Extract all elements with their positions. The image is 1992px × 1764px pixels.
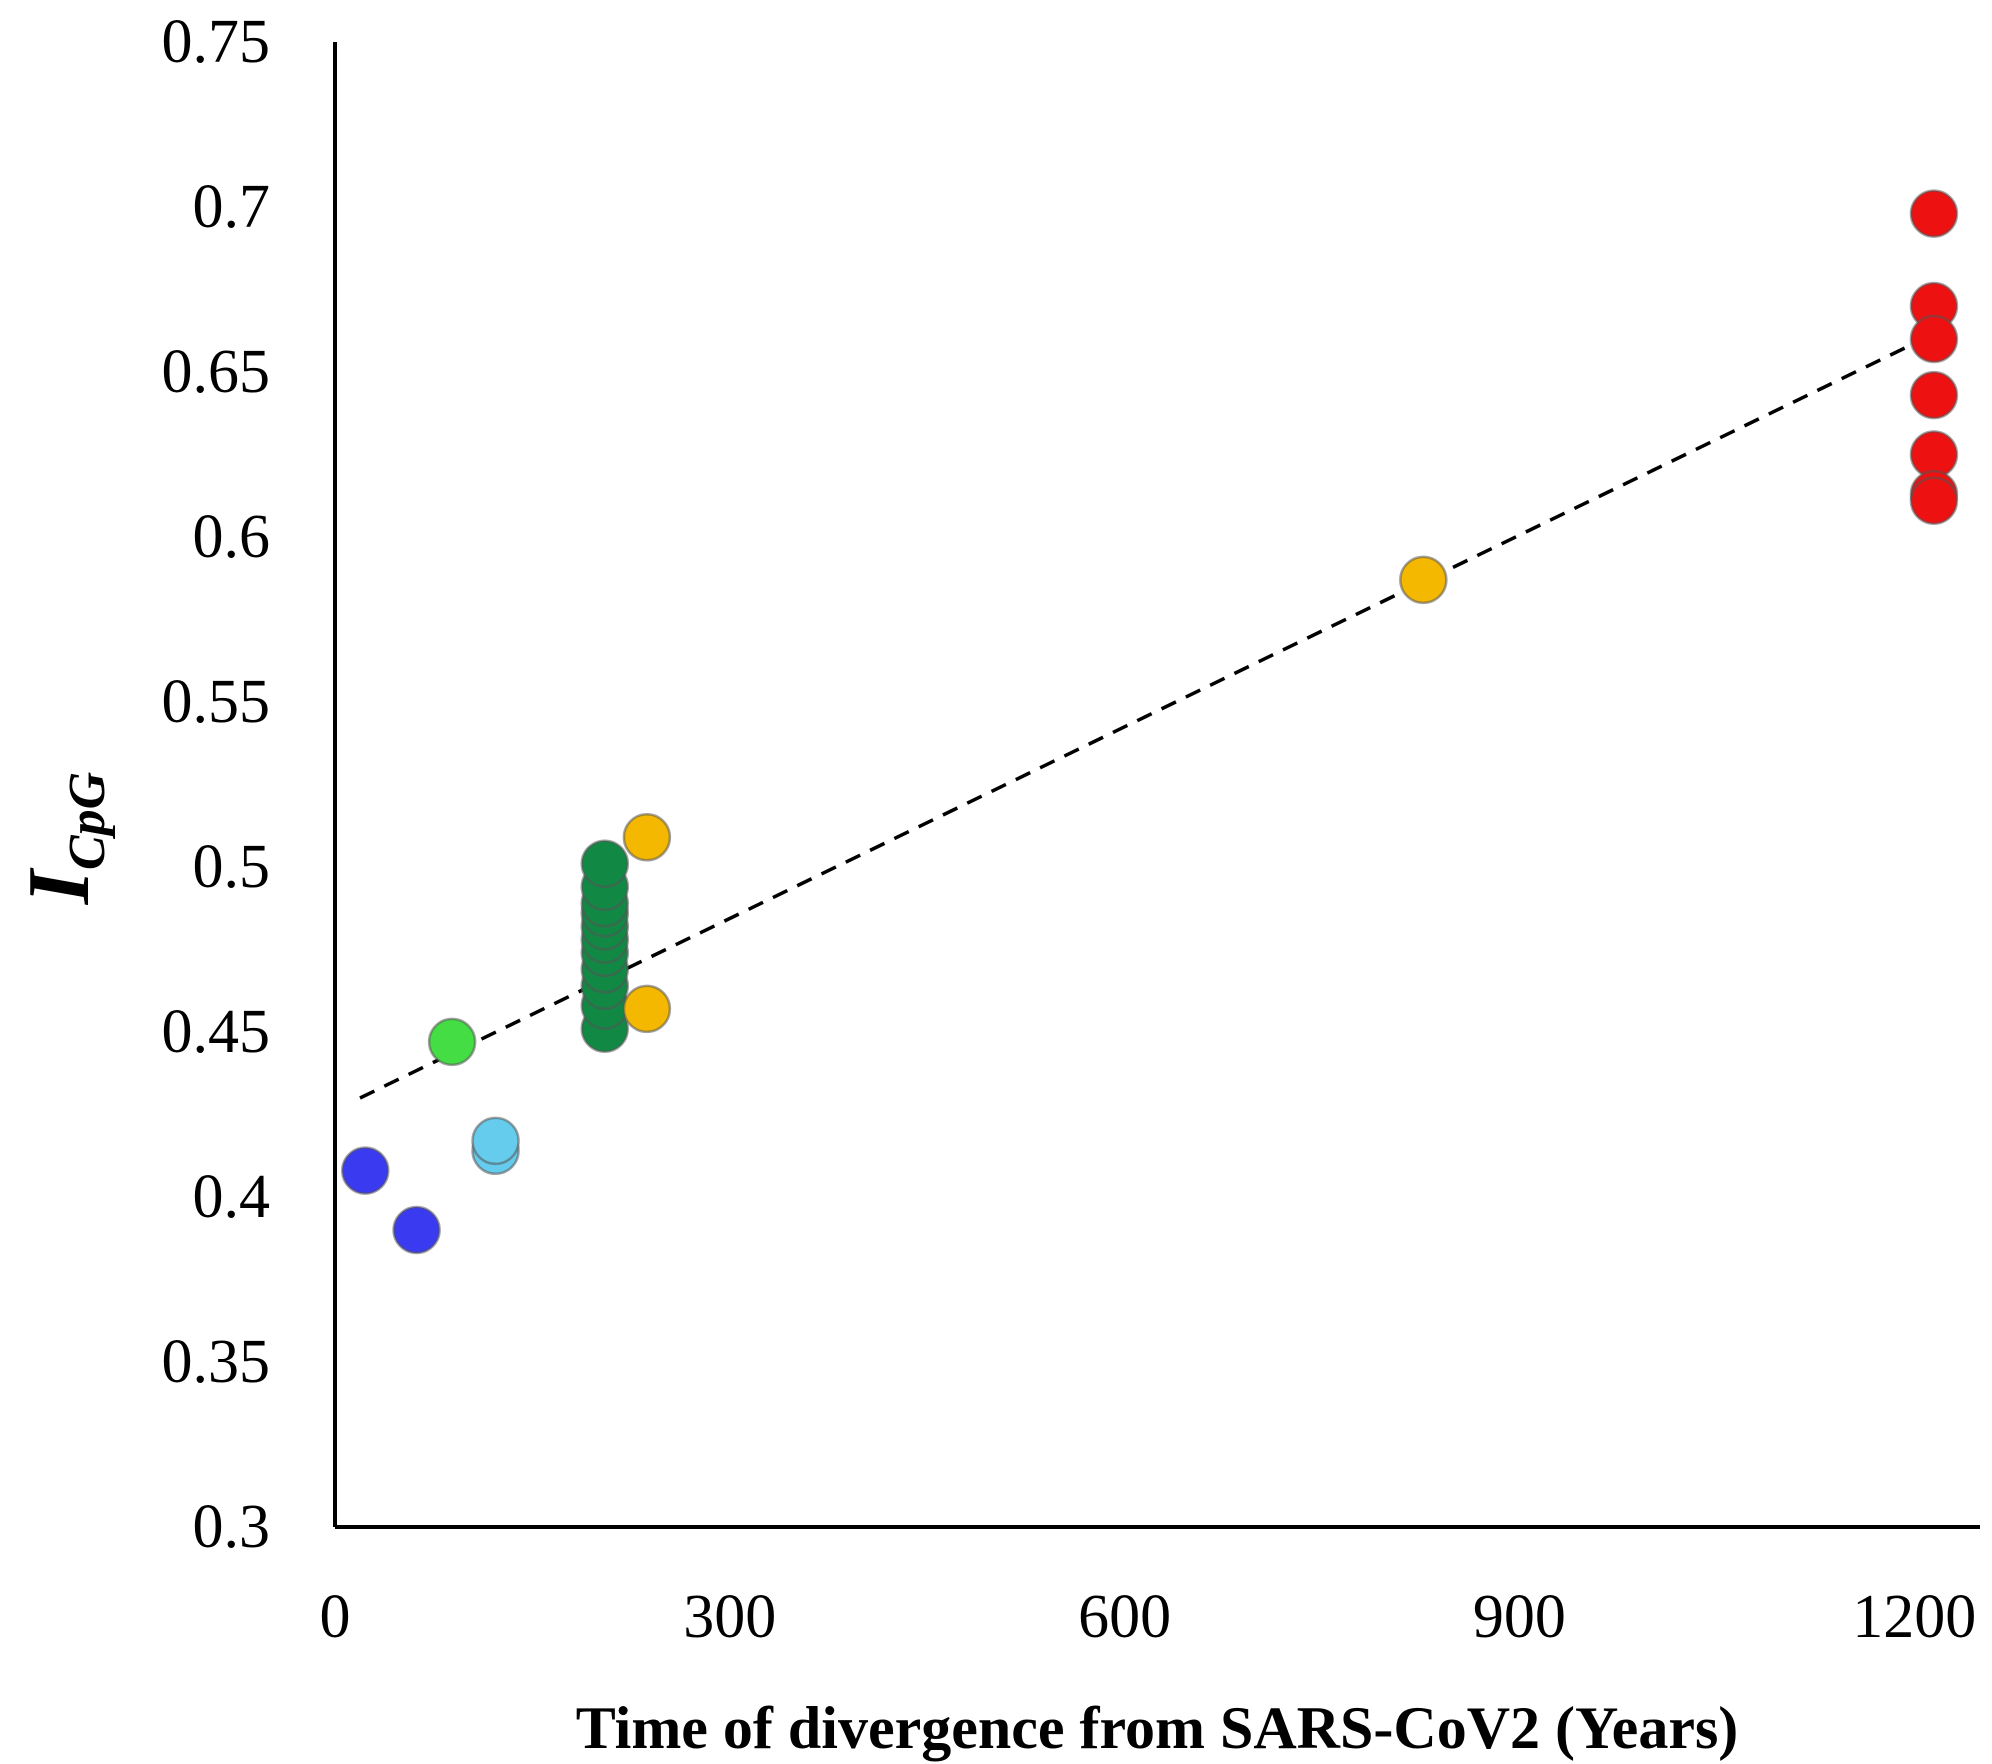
y-tick-label: 0.75 (162, 8, 271, 76)
data-point (622, 813, 672, 862)
data-point (1909, 314, 1959, 364)
series-orange (622, 555, 1448, 1034)
data-point (580, 839, 630, 888)
series-light-green (427, 1017, 477, 1067)
y-tick-label: 0.7 (193, 173, 271, 241)
data-point (427, 1017, 477, 1067)
x-axis-label: Time of divergence from SARS-CoV2 (Years… (576, 1695, 1739, 1761)
series-blue (341, 1146, 441, 1255)
series-red (1909, 189, 1959, 525)
y-axis-label-subscript: CpG (59, 772, 116, 870)
x-tick-label: 1200 (1852, 1583, 1976, 1651)
x-axis-ticks: 0 300 600 900 1200 (320, 1583, 1977, 1651)
series-light-blue (471, 1116, 520, 1176)
y-axis-label-main: I (11, 867, 108, 905)
data-point (1909, 476, 1959, 525)
data-point (341, 1146, 390, 1195)
data-point (1399, 555, 1448, 605)
data-point (471, 1116, 520, 1166)
y-axis-label: ICpG (11, 772, 116, 906)
data-point (392, 1205, 441, 1255)
y-axis-ticks: 0.3 0.35 0.4 0.45 0.5 0.55 0.6 0.65 0.7 0.75 (162, 8, 271, 1561)
y-tick-label: 0.3 (193, 1493, 271, 1561)
x-tick-label: 900 (1473, 1583, 1566, 1651)
x-tick-label: 300 (683, 1583, 776, 1651)
x-tick-label: 600 (1078, 1583, 1171, 1651)
data-point (1909, 370, 1959, 420)
y-tick-label: 0.35 (162, 1328, 271, 1396)
y-tick-label: 0.5 (193, 833, 271, 901)
data-points (341, 189, 1959, 1255)
y-tick-label: 0.45 (162, 998, 271, 1066)
y-tick-label: 0.6 (193, 503, 271, 571)
data-point (622, 984, 672, 1034)
y-tick-label: 0.55 (162, 668, 271, 736)
data-point (1909, 189, 1959, 238)
y-tick-label: 0.65 (162, 338, 271, 406)
x-tick-label: 0 (320, 1583, 351, 1651)
y-tick-label: 0.4 (193, 1163, 271, 1231)
trendline (359, 337, 1925, 1100)
series-dark-green (580, 839, 630, 1053)
